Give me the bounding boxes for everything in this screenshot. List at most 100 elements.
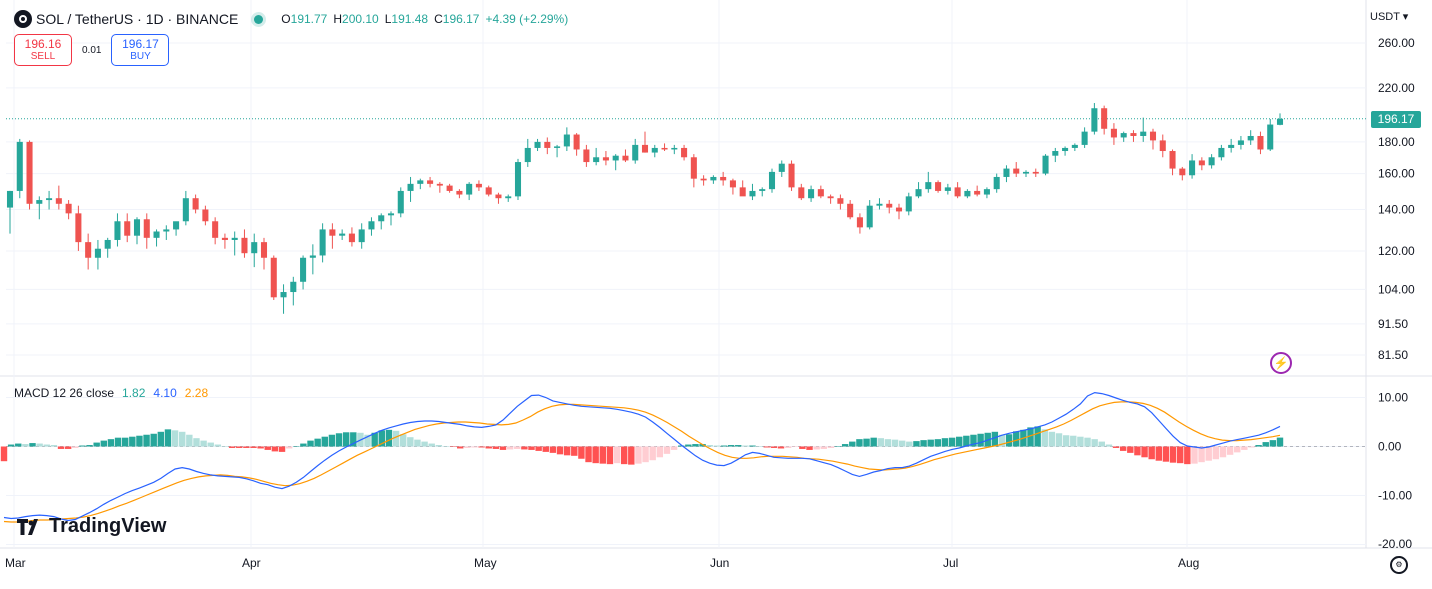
- macd-histogram-bar: [0, 446, 8, 462]
- high-value: 200.10: [342, 12, 379, 26]
- macd-histogram-bar: [556, 446, 564, 455]
- macd-histogram-bar: [642, 446, 649, 463]
- candle-body: [309, 255, 316, 258]
- candle-body: [583, 149, 590, 163]
- low-label: L: [384, 12, 392, 26]
- candle-body: [1208, 157, 1215, 166]
- macd-histogram-bar: [1077, 436, 1084, 447]
- macd-histogram-bar: [863, 438, 870, 447]
- macd-histogram-bar: [1127, 446, 1134, 453]
- macd-histogram-bar: [221, 446, 229, 447]
- lightning-icon[interactable]: ⚡: [1270, 352, 1292, 374]
- macd-histogram-bar: [457, 446, 464, 449]
- candle-body: [788, 163, 795, 188]
- candle-body: [358, 229, 365, 243]
- macd-histogram-bar: [1091, 439, 1098, 447]
- candle-body: [837, 198, 844, 204]
- buy-button[interactable]: 196.17 BUY: [111, 34, 170, 66]
- symbol-title[interactable]: SOL / TetherUS · 1D · BINANCE: [36, 11, 239, 27]
- candle-body: [1110, 128, 1117, 138]
- macd-histogram-bar: [670, 446, 678, 450]
- macd-histogram-bar: [164, 429, 172, 447]
- macd-histogram-bar: [328, 434, 336, 447]
- macd-histogram-bar: [613, 446, 621, 464]
- macd-histogram-bar: [449, 446, 457, 447]
- candle-body: [993, 176, 1000, 190]
- candle-body: [661, 147, 668, 150]
- macd-histogram-bar: [699, 444, 706, 447]
- close-value: 196.17: [442, 12, 480, 26]
- candle-body: [65, 203, 72, 214]
- macd-histogram-bar: [93, 442, 100, 447]
- macd-histogram-bar: [806, 446, 813, 450]
- macd-histogram-bar: [578, 446, 585, 459]
- macd-histogram-bar: [663, 446, 671, 454]
- macd-histogram-bar: [1105, 444, 1113, 447]
- macd-histogram-bar: [86, 445, 93, 447]
- macd-legend[interactable]: MACD 12 26 close 1.82 4.10 2.28: [14, 386, 208, 400]
- macd-histogram-bar: [913, 441, 920, 447]
- macd-histogram-bar: [1027, 427, 1034, 447]
- macd-histogram-bar: [720, 445, 728, 447]
- candle-body: [1257, 135, 1264, 150]
- candle-body: [622, 155, 629, 161]
- price-tick-label: 91.50: [1378, 317, 1408, 331]
- close-label: C: [434, 12, 443, 26]
- macd-histogram-bar: [1205, 446, 1212, 461]
- candle-body: [602, 157, 609, 161]
- candle-body: [514, 162, 522, 197]
- candle-body: [1101, 108, 1108, 129]
- macd-histogram-bar: [1255, 445, 1262, 447]
- low-value: 191.48: [391, 12, 429, 26]
- macd-histogram-bar: [264, 446, 271, 450]
- candle-body: [36, 200, 43, 204]
- candle-body: [768, 171, 776, 190]
- candle-body: [749, 190, 756, 197]
- candle-body: [475, 183, 482, 188]
- price-tick-label: 220.00: [1378, 81, 1415, 95]
- candle-body: [827, 196, 834, 199]
- macd-histogram-bar: [1191, 446, 1198, 464]
- settings-gear-icon[interactable]: ⚙: [1390, 556, 1408, 574]
- candle-body: [241, 237, 248, 254]
- candle-body: [544, 141, 551, 148]
- macd-histogram-bar: [1055, 433, 1063, 447]
- candle-body: [573, 134, 580, 150]
- macd-histogram-bar: [207, 442, 214, 447]
- candle-body: [55, 198, 62, 204]
- candle-body: [729, 180, 736, 188]
- candle-body: [974, 190, 981, 195]
- candle-body: [505, 196, 512, 199]
- sell-button[interactable]: 196.16 SELL: [14, 34, 72, 66]
- macd-histogram-bar: [1134, 446, 1141, 456]
- macd-histogram-bar: [64, 446, 72, 449]
- candle-body: [368, 221, 375, 230]
- candle-body: [1091, 108, 1098, 132]
- macd-histogram-bar: [827, 446, 835, 448]
- macd-histogram-bar: [1084, 437, 1091, 447]
- macd-histogram-bar: [585, 446, 592, 463]
- candle-body: [94, 248, 101, 258]
- macd-histogram-bar: [599, 446, 607, 464]
- macd-histogram-bar: [150, 433, 157, 447]
- macd-histogram-bar: [100, 440, 108, 447]
- macd-histogram-bar: [1226, 446, 1234, 455]
- candle-body: [808, 189, 815, 199]
- macd-histogram-bar: [442, 446, 450, 447]
- currency-unit-dropdown[interactable]: USDT ▾: [1370, 11, 1409, 23]
- macd-histogram-bar: [735, 445, 742, 447]
- candle-body: [1228, 144, 1235, 148]
- candle-body: [446, 185, 453, 191]
- candle-body: [534, 141, 541, 148]
- macd-histogram-bar: [257, 446, 264, 449]
- candle-body: [495, 194, 502, 199]
- macd-histogram-bar: [841, 444, 849, 447]
- macd-histogram-bar: [364, 434, 371, 447]
- macd-histogram-bar: [763, 446, 770, 448]
- candle-body: [251, 242, 258, 254]
- candle-body: [319, 229, 326, 256]
- macd-histogram-bar: [342, 432, 350, 447]
- macd-tick-label: 10.00: [1378, 391, 1408, 405]
- candle-body: [417, 180, 424, 184]
